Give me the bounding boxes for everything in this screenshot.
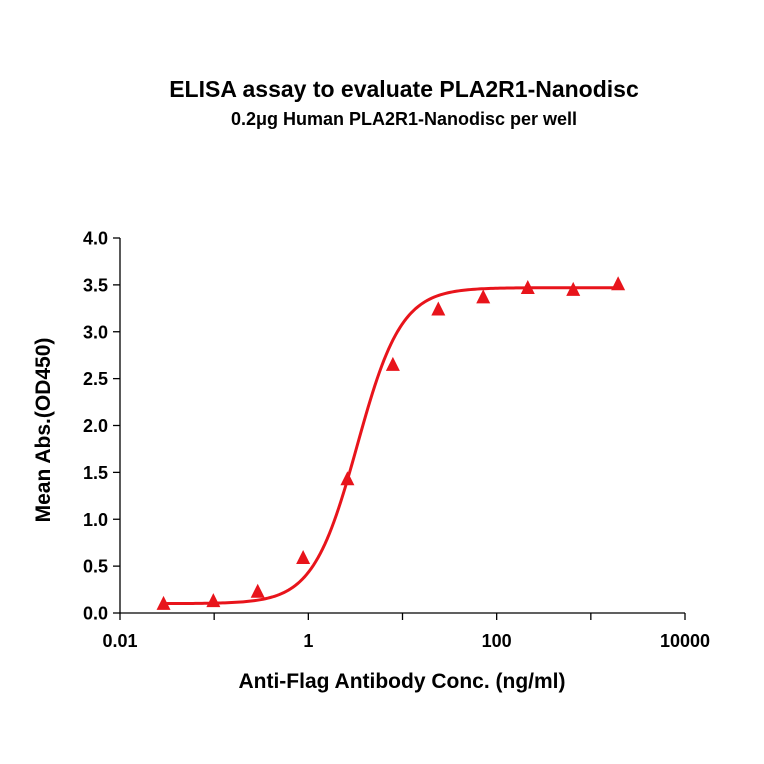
data-point <box>296 549 311 564</box>
fit-curve <box>163 286 619 606</box>
data-point <box>476 289 491 304</box>
data-point <box>566 281 581 296</box>
data-points <box>156 276 626 610</box>
x-tick-label: 100 <box>482 631 512 651</box>
data-point <box>340 471 355 486</box>
y-tick-label: 0.5 <box>83 557 108 577</box>
x-tick-label: 1 <box>303 631 313 651</box>
y-tick-label: 1.5 <box>83 463 108 483</box>
x-ticks: 0.01 1 100 10000 <box>102 613 710 651</box>
y-axis-label: Mean Abs.(OD450) <box>32 338 55 523</box>
data-point <box>156 595 171 610</box>
data-point <box>206 593 221 608</box>
y-tick-label: 2.5 <box>83 369 108 389</box>
data-point <box>250 583 265 598</box>
x-axis-label: Anti-Flag Antibody Conc. (ng/ml) <box>238 670 565 693</box>
y-tick-label: 2.0 <box>83 416 108 436</box>
y-ticks: 0.0 0.5 1.0 1.5 2.0 2.5 3.0 3.5 4.0 <box>83 229 120 624</box>
data-point <box>520 279 535 294</box>
x-tick-label: 0.01 <box>102 631 137 651</box>
data-point <box>385 356 400 371</box>
y-tick-label: 1.0 <box>83 510 108 530</box>
chart-subtitle: 0.2μg Human PLA2R1-Nanodisc per well <box>231 109 577 129</box>
y-tick-label: 4.0 <box>83 229 108 249</box>
data-point <box>611 276 626 291</box>
y-tick-label: 3.0 <box>83 322 108 342</box>
y-tick-label: 3.5 <box>83 275 108 295</box>
data-point <box>431 301 446 316</box>
chart-title: ELISA assay to evaluate PLA2R1-Nanodisc <box>169 76 639 102</box>
y-tick-label: 0.0 <box>83 604 108 624</box>
x-tick-label: 10000 <box>660 631 710 651</box>
